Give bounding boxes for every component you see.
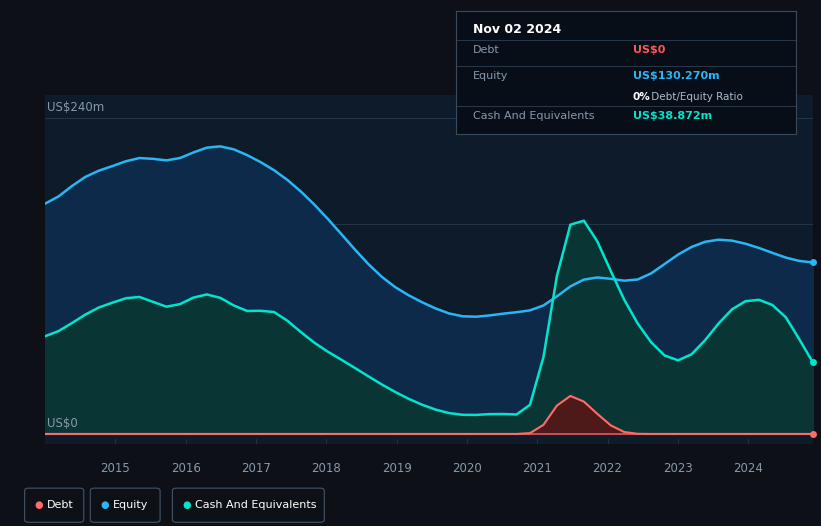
Text: Cash And Equivalents: Cash And Equivalents [473,110,594,120]
Text: 2016: 2016 [171,462,200,474]
Text: Nov 02 2024: Nov 02 2024 [473,23,561,36]
Text: Debt/Equity Ratio: Debt/Equity Ratio [648,92,743,102]
Text: US$0: US$0 [633,45,665,55]
Text: ●: ● [34,500,43,510]
Text: ●: ● [182,500,190,510]
Text: Debt: Debt [47,500,74,510]
Text: 0%: 0% [633,92,650,102]
Text: Equity: Equity [473,71,508,81]
Text: 2020: 2020 [452,462,482,474]
Text: Cash And Equivalents: Cash And Equivalents [195,500,316,510]
Text: US$38.872m: US$38.872m [633,110,712,120]
Text: 2024: 2024 [733,462,763,474]
Text: US$0: US$0 [47,417,77,430]
Text: 2021: 2021 [522,462,553,474]
Text: US$240m: US$240m [47,102,103,114]
Text: 2019: 2019 [382,462,411,474]
Text: Debt: Debt [473,45,499,55]
Text: 2018: 2018 [311,462,342,474]
Text: 2017: 2017 [241,462,271,474]
Text: 2022: 2022 [593,462,622,474]
Text: 2023: 2023 [663,462,693,474]
Text: ●: ● [100,500,108,510]
Text: Equity: Equity [112,500,148,510]
Text: US$130.270m: US$130.270m [633,71,719,81]
Text: 2015: 2015 [101,462,131,474]
